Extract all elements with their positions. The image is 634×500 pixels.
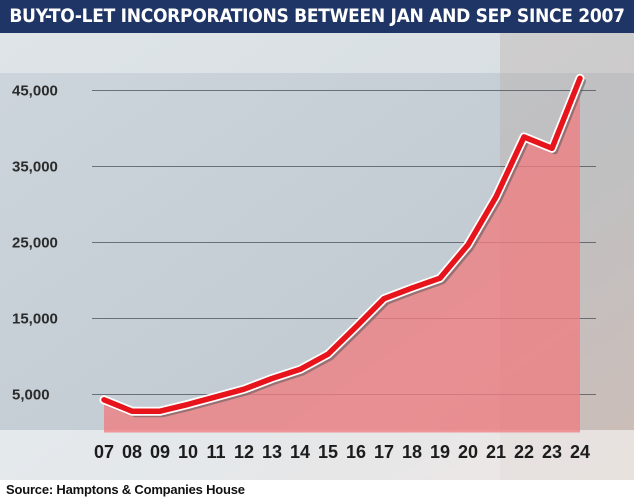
x-tick-label: 09 bbox=[150, 442, 170, 462]
y-tick-label: 35,000 bbox=[12, 159, 58, 176]
x-tick-label: 20 bbox=[458, 442, 478, 462]
x-tick-label: 18 bbox=[402, 442, 422, 462]
y-tick-label: 5,000 bbox=[12, 387, 50, 404]
x-tick-label: 13 bbox=[262, 442, 282, 462]
x-tick-label: 08 bbox=[122, 442, 142, 462]
y-tick-label: 45,000 bbox=[12, 83, 58, 100]
x-tick-label: 17 bbox=[374, 442, 394, 462]
x-tick-label: 10 bbox=[178, 442, 198, 462]
area-fill bbox=[104, 78, 580, 433]
x-tick-label: 21 bbox=[486, 442, 506, 462]
x-tick-label: 11 bbox=[206, 442, 225, 462]
x-axis-ticks: 07 08 09 10 11 12 13 14 15 16 17 18 19 20 21 22 23 24 bbox=[94, 442, 590, 462]
y-tick-label: 15,000 bbox=[12, 311, 58, 328]
source-note: Source: Hamptons & Companies House bbox=[6, 482, 245, 497]
x-tick-label: 24 bbox=[570, 442, 590, 462]
series-line bbox=[101, 75, 583, 414]
x-tick-label: 07 bbox=[94, 442, 114, 462]
x-tick-label: 14 bbox=[290, 442, 310, 462]
x-tick-label: 19 bbox=[430, 442, 450, 462]
line-chart: 5,000 15,000 25,000 35,000 45,000 07 08 09 10 11… bbox=[0, 33, 634, 480]
x-tick-label: 12 bbox=[234, 442, 254, 462]
chart-title: BUY-TO-LET INCORPORATIONS BETWEEN JAN AN… bbox=[0, 0, 634, 33]
y-axis-ticks: 5,000 15,000 25,000 35,000 45,000 bbox=[12, 83, 58, 404]
x-tick-label: 15 bbox=[318, 442, 338, 462]
x-tick-label: 22 bbox=[514, 442, 534, 462]
x-tick-label: 23 bbox=[542, 442, 562, 462]
x-tick-label: 16 bbox=[346, 442, 366, 462]
y-tick-label: 25,000 bbox=[12, 235, 58, 252]
